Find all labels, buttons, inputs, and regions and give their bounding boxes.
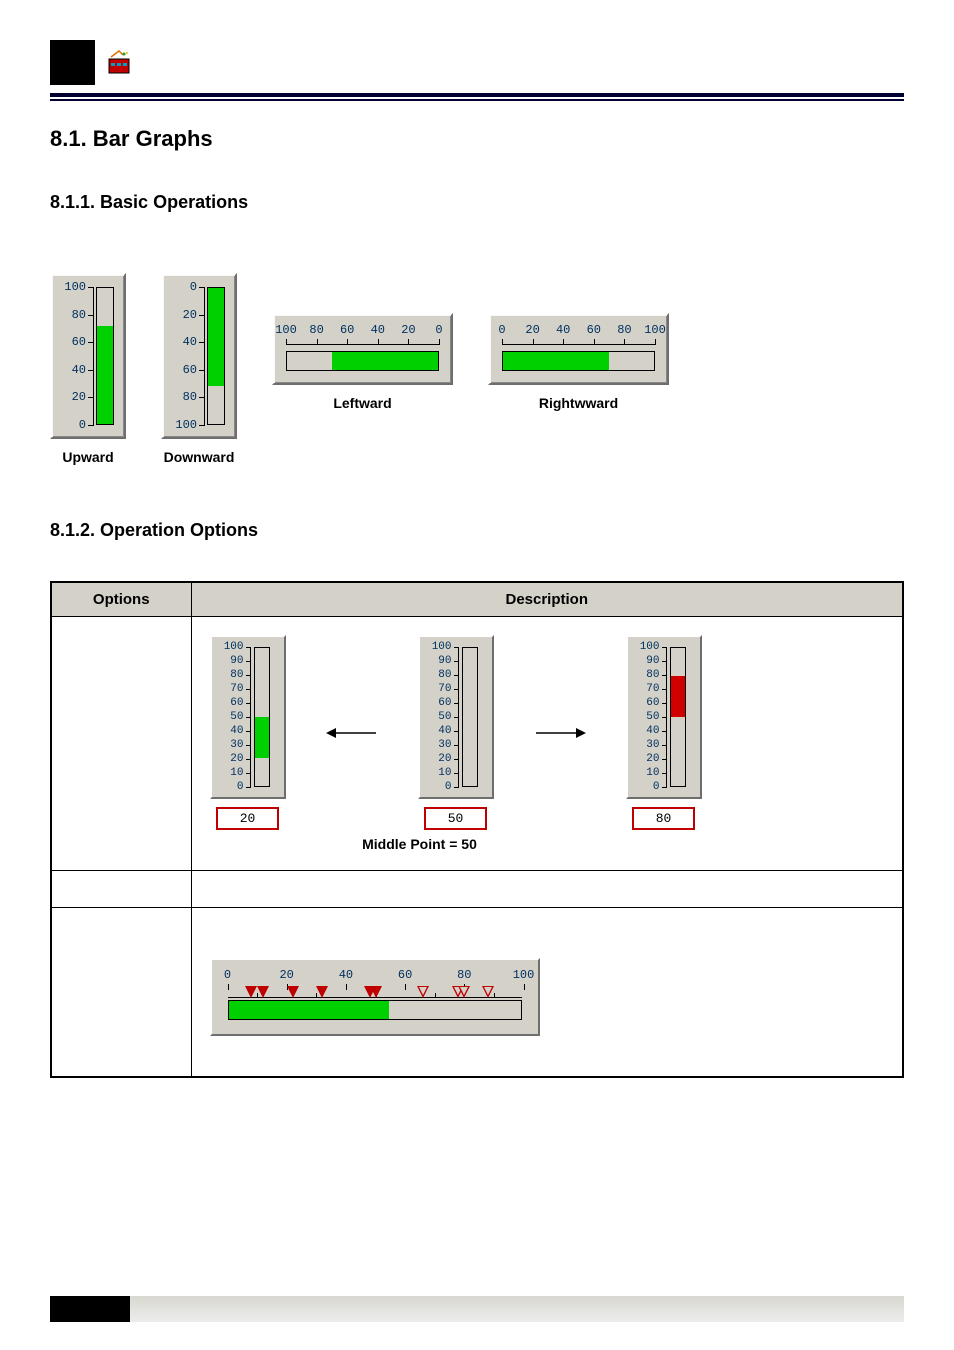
bar-leftward-panel: 100 80 60 40 20 0: [272, 313, 453, 385]
marker-icon: [370, 986, 382, 998]
marker-outline-icon: [482, 986, 494, 998]
bar-leftward-group: 100 80 60 40 20 0 Leftward: [272, 313, 453, 411]
th-options: Options: [51, 582, 191, 617]
page-header: [50, 40, 904, 85]
middle-point-illustration: 100908070605040302010020 1009080706050403…: [210, 635, 885, 830]
marker-outline-icon: [458, 986, 470, 998]
manual-logo-icon: [105, 49, 133, 77]
bar-downward-group: 0 20 40 60 80 100 Downward: [161, 273, 237, 465]
label-upward: Upward: [62, 449, 113, 465]
label-leftward: Leftward: [333, 395, 391, 411]
tick-label: 80: [169, 390, 197, 404]
bar-rightward-group: 0 20 40 60 80 100 Rightwward: [488, 313, 669, 411]
table-row: 0 20 40 60 80 100: [51, 908, 903, 1078]
arrow-right-icon: [534, 726, 586, 740]
subsection-operation-options: 8.1.2. Operation Options: [50, 520, 904, 541]
middle-point-bar: 100908070605040302010080: [626, 635, 702, 830]
section-title: 8.1. Bar Graphs: [50, 126, 904, 152]
marker-outline-icon: [417, 986, 429, 998]
tick-label: 100: [644, 323, 666, 337]
label-rightward: Rightwward: [539, 395, 618, 411]
middle-point-bar: 100908070605040302010050: [418, 635, 494, 830]
tick-label: 80: [617, 323, 631, 337]
tick-label: 80: [58, 308, 86, 322]
tick-label: 20: [169, 308, 197, 322]
tick-label: 100: [169, 418, 197, 432]
arrow-left-icon: [326, 726, 378, 740]
tick-label: 80: [309, 323, 323, 337]
tick-label: 0: [169, 280, 197, 294]
tick-label: 20: [58, 390, 86, 404]
value-display: 20: [216, 807, 280, 830]
marker-icon: [287, 986, 299, 998]
markers-bar-panel: 0 20 40 60 80 100: [210, 958, 540, 1036]
tick-label: 100: [275, 323, 297, 337]
bar-upward-group: 100 80 60 40 20 0 Upward: [50, 273, 126, 465]
tick-label: 0: [58, 418, 86, 432]
tick-label: 40: [371, 323, 385, 337]
header-black-box: [50, 40, 95, 85]
tick-label: 0: [224, 968, 231, 982]
tick-label: 60: [340, 323, 354, 337]
tick-label: 0: [498, 323, 505, 337]
bar-direction-examples: 100 80 60 40 20 0 Upward 0 20 40 60 80 100 Downwar…: [50, 273, 904, 465]
bar-upward-panel: 100 80 60 40 20 0: [50, 273, 126, 439]
marker-icon: [257, 986, 269, 998]
tick-label: 60: [587, 323, 601, 337]
tick-label: 40: [169, 335, 197, 349]
tick-label: 100: [58, 280, 86, 294]
value-display: 50: [424, 807, 488, 830]
tick-label: 20: [401, 323, 415, 337]
label-downward: Downward: [164, 449, 235, 465]
tick-label: 60: [398, 968, 412, 982]
tick-label: 40: [556, 323, 570, 337]
tick-label: 60: [58, 335, 86, 349]
tick-label: 40: [58, 363, 86, 377]
middle-point-caption: Middle Point = 50: [330, 836, 510, 852]
tick-label: 80: [457, 968, 471, 982]
bar-downward-panel: 0 20 40 60 80 100: [161, 273, 237, 439]
tick-label: 100: [513, 968, 535, 982]
page-footer: [50, 1296, 904, 1322]
footer-black-box: [50, 1296, 130, 1322]
value-display: 80: [632, 807, 696, 830]
tick-label: 40: [339, 968, 353, 982]
marker-icon: [245, 986, 257, 998]
middle-point-bar: 100908070605040302010020: [210, 635, 286, 830]
marker-icon: [316, 986, 328, 998]
tick-label: 20: [525, 323, 539, 337]
bar-rightward-panel: 0 20 40 60 80 100: [488, 313, 669, 385]
tick-label: 20: [279, 968, 293, 982]
table-row: 100908070605040302010020 1009080706050403…: [51, 617, 903, 871]
header-rule: [50, 93, 904, 101]
subsection-basic-operations: 8.1.1. Basic Operations: [50, 192, 904, 213]
options-table: Options Description 10090807060504030201…: [50, 581, 904, 1078]
th-description: Description: [191, 582, 903, 617]
tick-label: 0: [435, 323, 442, 337]
tick-label: 60: [169, 363, 197, 377]
table-row: [51, 871, 903, 908]
